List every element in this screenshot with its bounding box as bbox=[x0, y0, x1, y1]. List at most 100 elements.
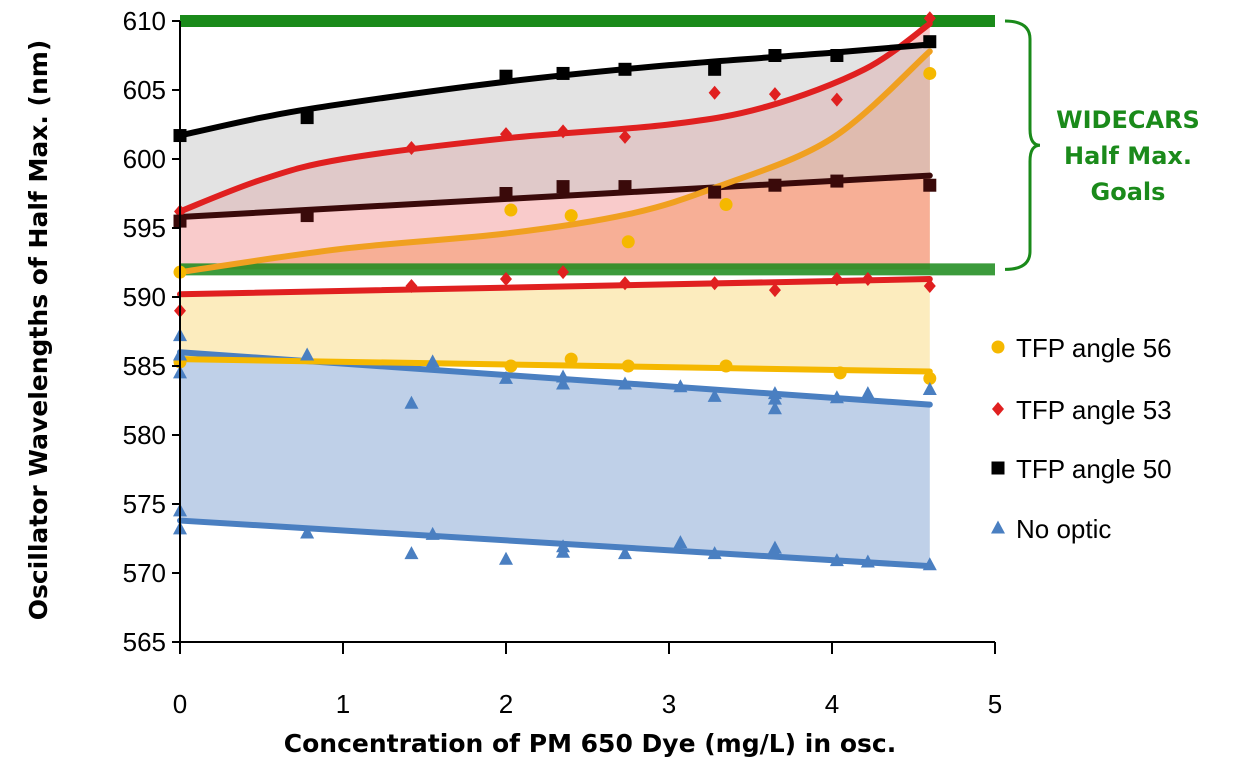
tfp-angle-53-lower-point bbox=[861, 272, 874, 287]
tfp-angle-53-lower-point bbox=[923, 278, 936, 293]
no-optic-lower-point bbox=[767, 546, 782, 560]
tfp-angle-56-upper-point bbox=[621, 235, 635, 249]
no-optic-upper-point bbox=[499, 370, 513, 384]
tfp-angle-53-lower-point bbox=[618, 276, 631, 291]
no-optic-upper-point bbox=[673, 379, 688, 393]
tfp-angle-50-upper-point bbox=[618, 62, 632, 76]
tfp-angle-53-upper-point bbox=[500, 127, 512, 142]
tfp-angle-50-upper-point bbox=[768, 49, 782, 62]
x-tick-label: 0 bbox=[173, 689, 187, 719]
goal-label-line: Half Max. bbox=[1064, 142, 1192, 170]
tfp56-lower-band bbox=[180, 279, 930, 372]
no-optic-lower-point bbox=[707, 546, 722, 560]
tfp-angle-56-upper-point bbox=[923, 66, 937, 80]
tfp-angle-56-upper-point bbox=[719, 198, 733, 212]
no-optic-upper-point bbox=[767, 391, 782, 405]
tfp50-band bbox=[180, 44, 930, 217]
y-tick-label: 585 bbox=[123, 351, 166, 381]
no-optic-upper-point bbox=[922, 381, 937, 395]
tfp-angle-56-upper-point bbox=[504, 203, 518, 217]
tfp-angle-50-lower-point bbox=[768, 178, 782, 192]
y-tick-label: 590 bbox=[123, 282, 166, 312]
tfp-angle-53-upper-point bbox=[923, 11, 936, 26]
tfp-angle-53-upper-point bbox=[557, 124, 570, 139]
no-optic-upper-point bbox=[767, 401, 782, 415]
legend: TFP angle 56 TFP angle 53 TFP angle 50 No o… bbox=[991, 333, 1172, 544]
y-tick-label: 575 bbox=[123, 489, 166, 519]
no-optic-upper-point bbox=[425, 354, 440, 368]
tfp-angle-56-lower-point bbox=[621, 359, 635, 373]
y-tick-label: 600 bbox=[123, 144, 166, 174]
legend-item: TFP angle 56 bbox=[991, 333, 1172, 363]
no-optic-lower-point bbox=[300, 525, 315, 539]
tfp-angle-53-lower-point bbox=[708, 276, 721, 291]
no-optic-lower-point bbox=[499, 551, 513, 565]
no-optic-lower-point bbox=[829, 553, 844, 567]
no-optic-lower-point bbox=[556, 544, 571, 558]
tfp-angle-50-lower-point bbox=[708, 185, 722, 199]
no-optic-lower-point bbox=[922, 557, 937, 571]
tfp-angle-53-upper-point bbox=[708, 85, 721, 100]
tfp-angle-56-upper-point bbox=[564, 209, 578, 223]
tfp-angle-53-upper-point bbox=[405, 140, 418, 155]
tfp56-upper-fit bbox=[177, 48, 933, 276]
tfp-angle-53-upper-point bbox=[768, 87, 781, 102]
no-optic-upper-point bbox=[707, 388, 722, 402]
y-tick-label: 610 bbox=[123, 6, 166, 36]
no-optic-upper-point bbox=[556, 369, 571, 383]
tfp-angle-53-lower-point bbox=[830, 272, 843, 287]
y-tick-label: 580 bbox=[123, 420, 166, 450]
tfp-angle-53-lower-point bbox=[768, 283, 781, 298]
legend-label: TFP angle 50 bbox=[1016, 454, 1172, 484]
tfp-angle-50-lower-point bbox=[830, 174, 844, 188]
tfp-angle-50-lower-point bbox=[923, 178, 937, 192]
no-optic-lower-fit bbox=[177, 517, 933, 570]
tfp-angle-50-upper-point bbox=[300, 111, 314, 125]
tfp-angle-50-upper-point bbox=[556, 66, 570, 80]
legend-item: TFP angle 53 bbox=[992, 395, 1172, 425]
y-tick-label: 605 bbox=[123, 75, 166, 105]
tfp53-lower-fit bbox=[177, 276, 933, 298]
tfp-angle-50-upper-point bbox=[708, 62, 722, 76]
legend-marker bbox=[991, 340, 1005, 354]
tfp-angle-53-lower-point bbox=[500, 272, 512, 287]
goal-bracket bbox=[1004, 19, 1041, 271]
tfp-angle-53-upper-point bbox=[830, 92, 843, 107]
tfp-angle-56-lower-point bbox=[923, 371, 937, 385]
tfp-angle-50-upper-point bbox=[830, 49, 844, 62]
no-optic-upper-point bbox=[829, 390, 844, 404]
tfp53-upper-fit bbox=[177, 20, 933, 215]
y-tick-label: 565 bbox=[123, 627, 166, 657]
x-tick-label: 5 bbox=[988, 689, 1002, 719]
legend-label: TFP angle 53 bbox=[1016, 395, 1172, 425]
goal-band-lines bbox=[180, 15, 995, 276]
x-tick-label: 1 bbox=[336, 689, 350, 719]
no-optic-band bbox=[180, 352, 930, 567]
no-optic-upper-point bbox=[860, 386, 875, 400]
tfp-angle-50-lower-point bbox=[300, 209, 314, 223]
legend-label: No optic bbox=[1016, 514, 1111, 544]
legend-item: TFP angle 50 bbox=[991, 454, 1172, 484]
no-optic-upper-point bbox=[617, 376, 632, 390]
legend-marker bbox=[992, 402, 1004, 416]
legend-item: No optic bbox=[991, 514, 1111, 544]
data-markers bbox=[173, 11, 937, 571]
legend-marker bbox=[991, 520, 1005, 534]
tfp-angle-56-lower-point bbox=[833, 366, 847, 380]
goal-label-line: WIDECARS bbox=[1056, 106, 1200, 134]
tfp-angle-53-lower-point bbox=[557, 265, 570, 280]
tfp-angle-50-lower-point bbox=[556, 180, 570, 194]
x-tick-label: 3 bbox=[662, 689, 676, 719]
y-tick-label: 570 bbox=[123, 558, 166, 588]
tfp-angle-50-lower-point bbox=[618, 180, 632, 194]
tfp-angle-56-lower-point bbox=[564, 352, 578, 366]
no-optic-lower-point bbox=[860, 554, 875, 568]
goal-label-line: Goals bbox=[1091, 178, 1166, 206]
no-optic-lower-point bbox=[404, 546, 419, 560]
no-optic-lower-point bbox=[617, 546, 632, 560]
no-optic-lower-point bbox=[425, 526, 440, 540]
x-axis-title: Concentration of PM 650 Dye (mg/L) in os… bbox=[284, 729, 897, 758]
no-optic-upper-point bbox=[300, 347, 315, 361]
tfp-angle-56-lower-point bbox=[719, 359, 733, 373]
